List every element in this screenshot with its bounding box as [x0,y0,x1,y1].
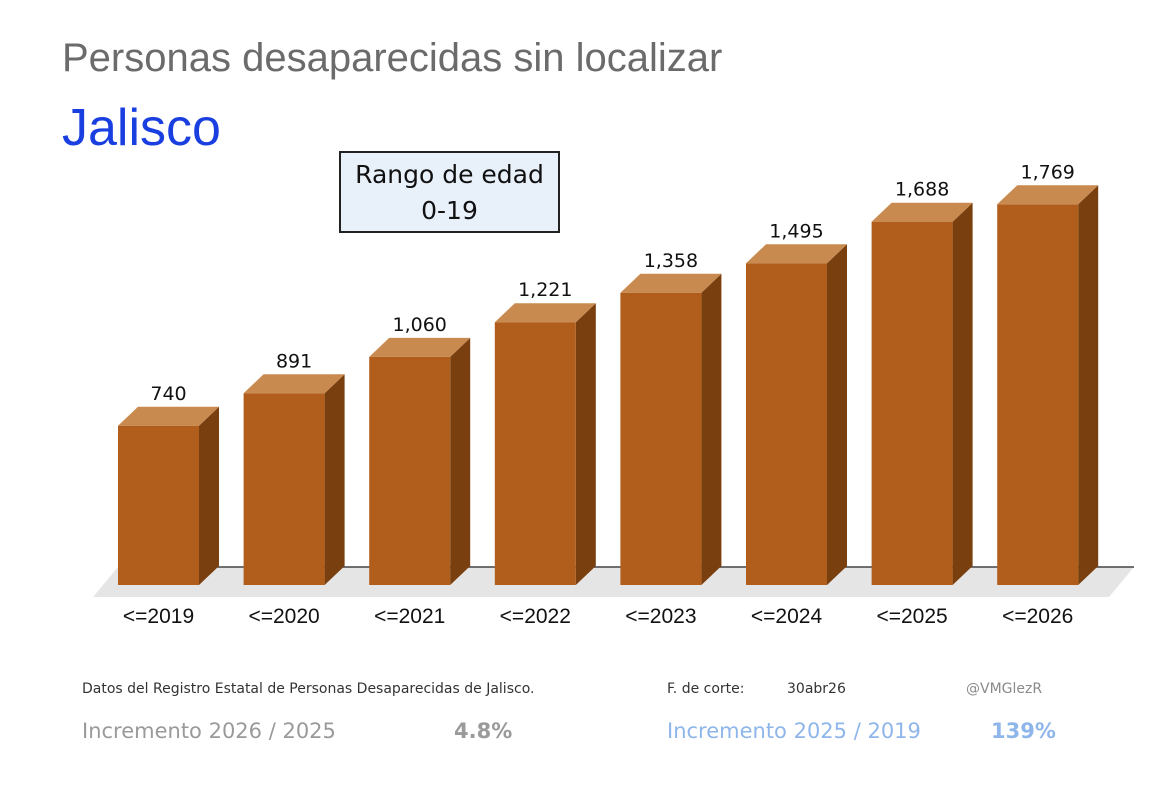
x-tick-label: <=2022 [500,605,571,628]
bar [494,303,596,585]
bar [746,244,847,585]
age-range-label: Rango de edad [355,160,544,189]
chart-title: Personas desaparecidas sin localizar [62,36,723,80]
x-tick-label: <=2025 [876,605,947,628]
bar-front [243,393,325,585]
bar-value-label: 1,769 [1020,161,1074,183]
bar-top [997,185,1099,205]
bar-top [494,303,596,323]
bar [243,374,345,585]
bar-top [243,374,345,394]
bar-top [369,337,471,357]
bar-side [1078,185,1099,585]
chart-subtitle: Jalisco [62,99,221,157]
x-tick-label: <=2020 [248,605,319,628]
increment-2026-2025-value: 4.8% [454,719,513,743]
bar-front [118,425,199,585]
author-handle: @VMGlezR [966,681,1043,697]
bar-top [620,273,722,293]
x-tick-label: <=2026 [1002,605,1073,628]
bar-top [118,406,219,426]
bar-front [494,322,576,585]
bar-value-label: 1,495 [769,220,823,242]
x-tick-label: <=2019 [123,605,194,628]
increment-2025-2019-value: 139% [991,719,1056,743]
bar-front [369,356,451,585]
age-range-box: Rango de edad 0-19 [339,151,560,233]
bar [118,406,219,585]
bar-value-label: 1,060 [392,314,446,336]
bar-side [199,406,219,585]
bar-side [575,303,596,585]
bar [997,185,1099,585]
bar-group: 740 <=2019 891 <=2020 1,060 <=2021 1,221 <=2022… [118,161,1099,628]
bar-side [324,374,345,585]
bar-side [827,244,847,585]
bar-front [871,221,953,585]
bar [369,337,471,585]
bar-front [746,263,827,585]
bar [620,273,722,585]
bar-top [746,244,847,264]
bar-value-label: 891 [276,350,312,372]
bar-value-label: 1,688 [895,179,949,201]
bar-front [620,292,702,585]
bar-value-label: 1,358 [644,250,698,272]
bar-top [871,202,973,222]
cutoff-date: 30abr26 [787,681,846,697]
source-note: Datos del Registro Estatal de Personas D… [82,681,535,697]
bar-side [952,202,973,585]
bar-side [701,273,722,585]
bar-value-label: 1,221 [518,279,572,301]
x-tick-label: <=2024 [751,605,823,628]
bar-front [997,204,1079,585]
bar-value-label: 740 [150,383,186,405]
cutoff-label: F. de corte: [667,681,745,697]
x-tick-label: <=2021 [374,605,445,628]
bar [871,202,973,585]
age-range-value: 0-19 [421,196,478,225]
bar-side [450,337,471,585]
x-tick-label: <=2023 [625,605,696,628]
increment-2025-2019-label: Incremento 2025 / 2019 [667,719,921,743]
increment-2026-2025-label: Incremento 2026 / 2025 [82,719,336,743]
